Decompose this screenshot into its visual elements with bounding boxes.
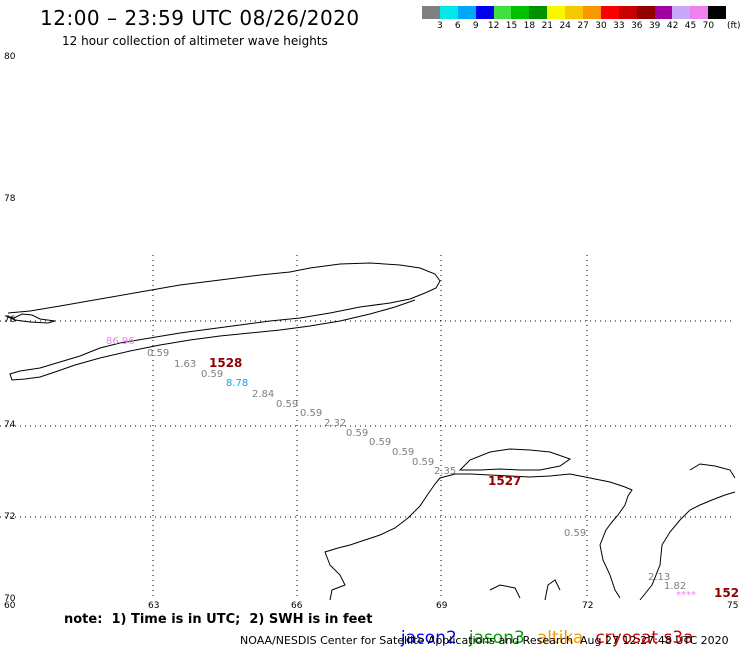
obs-label: 2.84 [252,389,274,400]
color-scale-swatch [708,6,727,19]
satellite-legend: jason2 jason3 altika cryosat s3a [390,608,706,648]
color-scale-swatch [636,6,655,19]
color-scale-swatch [547,6,566,19]
lat-label-80: 80 [4,52,16,62]
obs-label: 2.13 [648,572,670,583]
color-scale-tick-label: 39 [648,21,661,31]
units-note: note: 1) Time is in UTC; 2) SWH is in fe… [64,612,373,627]
lat-label-74: 74 [4,420,16,430]
color-scale-swatch [690,6,709,19]
color-scale-tick-label: 15 [505,21,518,31]
coastlines [5,262,736,601]
color-scale-swatch [600,6,619,19]
obs-label: 0.59 [369,437,391,448]
obs-label: 0.59 [276,399,298,410]
color-scale-swatch [422,6,440,19]
color-scale-tick-label: 3 [437,21,443,31]
color-scale-tick-label: 24 [559,21,571,31]
color-scale-swatch [439,6,458,19]
color-scale-tick-label: 6 [454,21,461,31]
obs-label: 2.32 [324,418,346,429]
lon-label-75: 75 [727,601,738,611]
satellite-jason3: jason3 [468,628,525,648]
color-scale-swatch [654,6,673,19]
yamal-coast [324,473,633,601]
obs-label: 2.35 [434,466,456,477]
novaya-zemlya-north-coast [7,262,441,381]
color-scale-swatch [529,6,548,19]
lat-label-70: 70 [4,594,16,604]
color-scale-tick-label: 33 [613,21,625,31]
lon-label-69: 69 [436,601,448,611]
color-scale-tick-label: 45 [684,21,697,31]
obs-label: 86.96 [106,336,135,347]
obs-label: 1527 [488,474,521,488]
obs-label: 0.59 [300,408,322,419]
color-scale-unit: (ft) [727,21,740,31]
gydan-coast [639,463,736,601]
satellite-jason2: jason2 [400,628,457,648]
obs-label: 0.59 [201,369,223,380]
color-scale-swatch [511,6,530,19]
lat-label-72: 72 [4,512,15,522]
color-scale-tick-label: 30 [595,21,607,31]
wave-height-observations: 86.96 0.59 1.63 1528 0.59 8.78 2.84 0.59… [106,336,739,601]
satellite-altika: altika [536,628,584,648]
color-scale-swatches [422,6,727,19]
color-scale-labels: 3 6 9 12 15 18 21 24 27 30 33 36 39 42 45 70 [422,19,726,33]
satellite-cryosat-s3a: cryosat s3a [595,628,694,648]
lat-label-76: 76 [4,315,16,325]
lon-label-72: 72 [582,601,593,611]
color-scale-swatch [618,6,637,19]
color-scale-tick-label: 12 [487,21,500,31]
map-subtitle: 12 hour collection of altimeter wave hei… [62,34,328,48]
obs-label: 1528 [209,356,242,370]
obs-label: 0.59 [147,348,169,359]
obs-label: 0.59 [392,447,414,458]
ob-gulf-shore [489,579,561,601]
obs-label: 0.59 [564,528,586,539]
obs-label: 0.59 [412,457,434,468]
obs-label: 1.63 [174,359,196,370]
lon-label-66: 66 [291,601,303,611]
color-scale-tick-label: 21 [541,21,554,31]
color-scale-swatch [475,6,494,19]
color-scale-swatch [672,6,691,19]
color-scale-tick-label: 9 [472,21,479,31]
color-scale-swatch [493,6,512,19]
lon-label-63: 63 [148,601,159,611]
obs-label: 8.78 [226,378,248,389]
lon-label-60: 60 [4,601,16,611]
obs-label: **** [676,590,696,601]
obs-label: 152 [714,586,739,600]
footer-timestamp: Aug 27 12:27:48 UTC 2020 [580,634,729,647]
footer-credit: NOAA/NESDIS Center for Satellite Applica… [240,634,574,647]
color-scale-swatch [457,6,476,19]
color-scale-tick-label: 36 [631,21,643,31]
color-scale-tick-label: 27 [577,21,589,31]
novaya-zemlya-islets [5,313,56,324]
color-scale-swatch [583,6,601,19]
color-scale-tick-label: 42 [666,21,679,31]
wave-height-color-scale: 3 6 9 12 15 18 21 24 27 30 33 36 39 42 45 70 [422,6,727,33]
map-title: 12:00 – 23:59 UTC 08/26/2020 [40,6,360,30]
bely-island [458,448,572,471]
obs-label: 0.59 [346,428,368,439]
obs-label: 1.82 [664,581,686,592]
color-scale-tick-label: 18 [523,21,536,31]
color-scale-tick-label: 70 [702,21,715,31]
lat-label-78: 78 [4,194,16,204]
color-scale-swatch [565,6,584,19]
